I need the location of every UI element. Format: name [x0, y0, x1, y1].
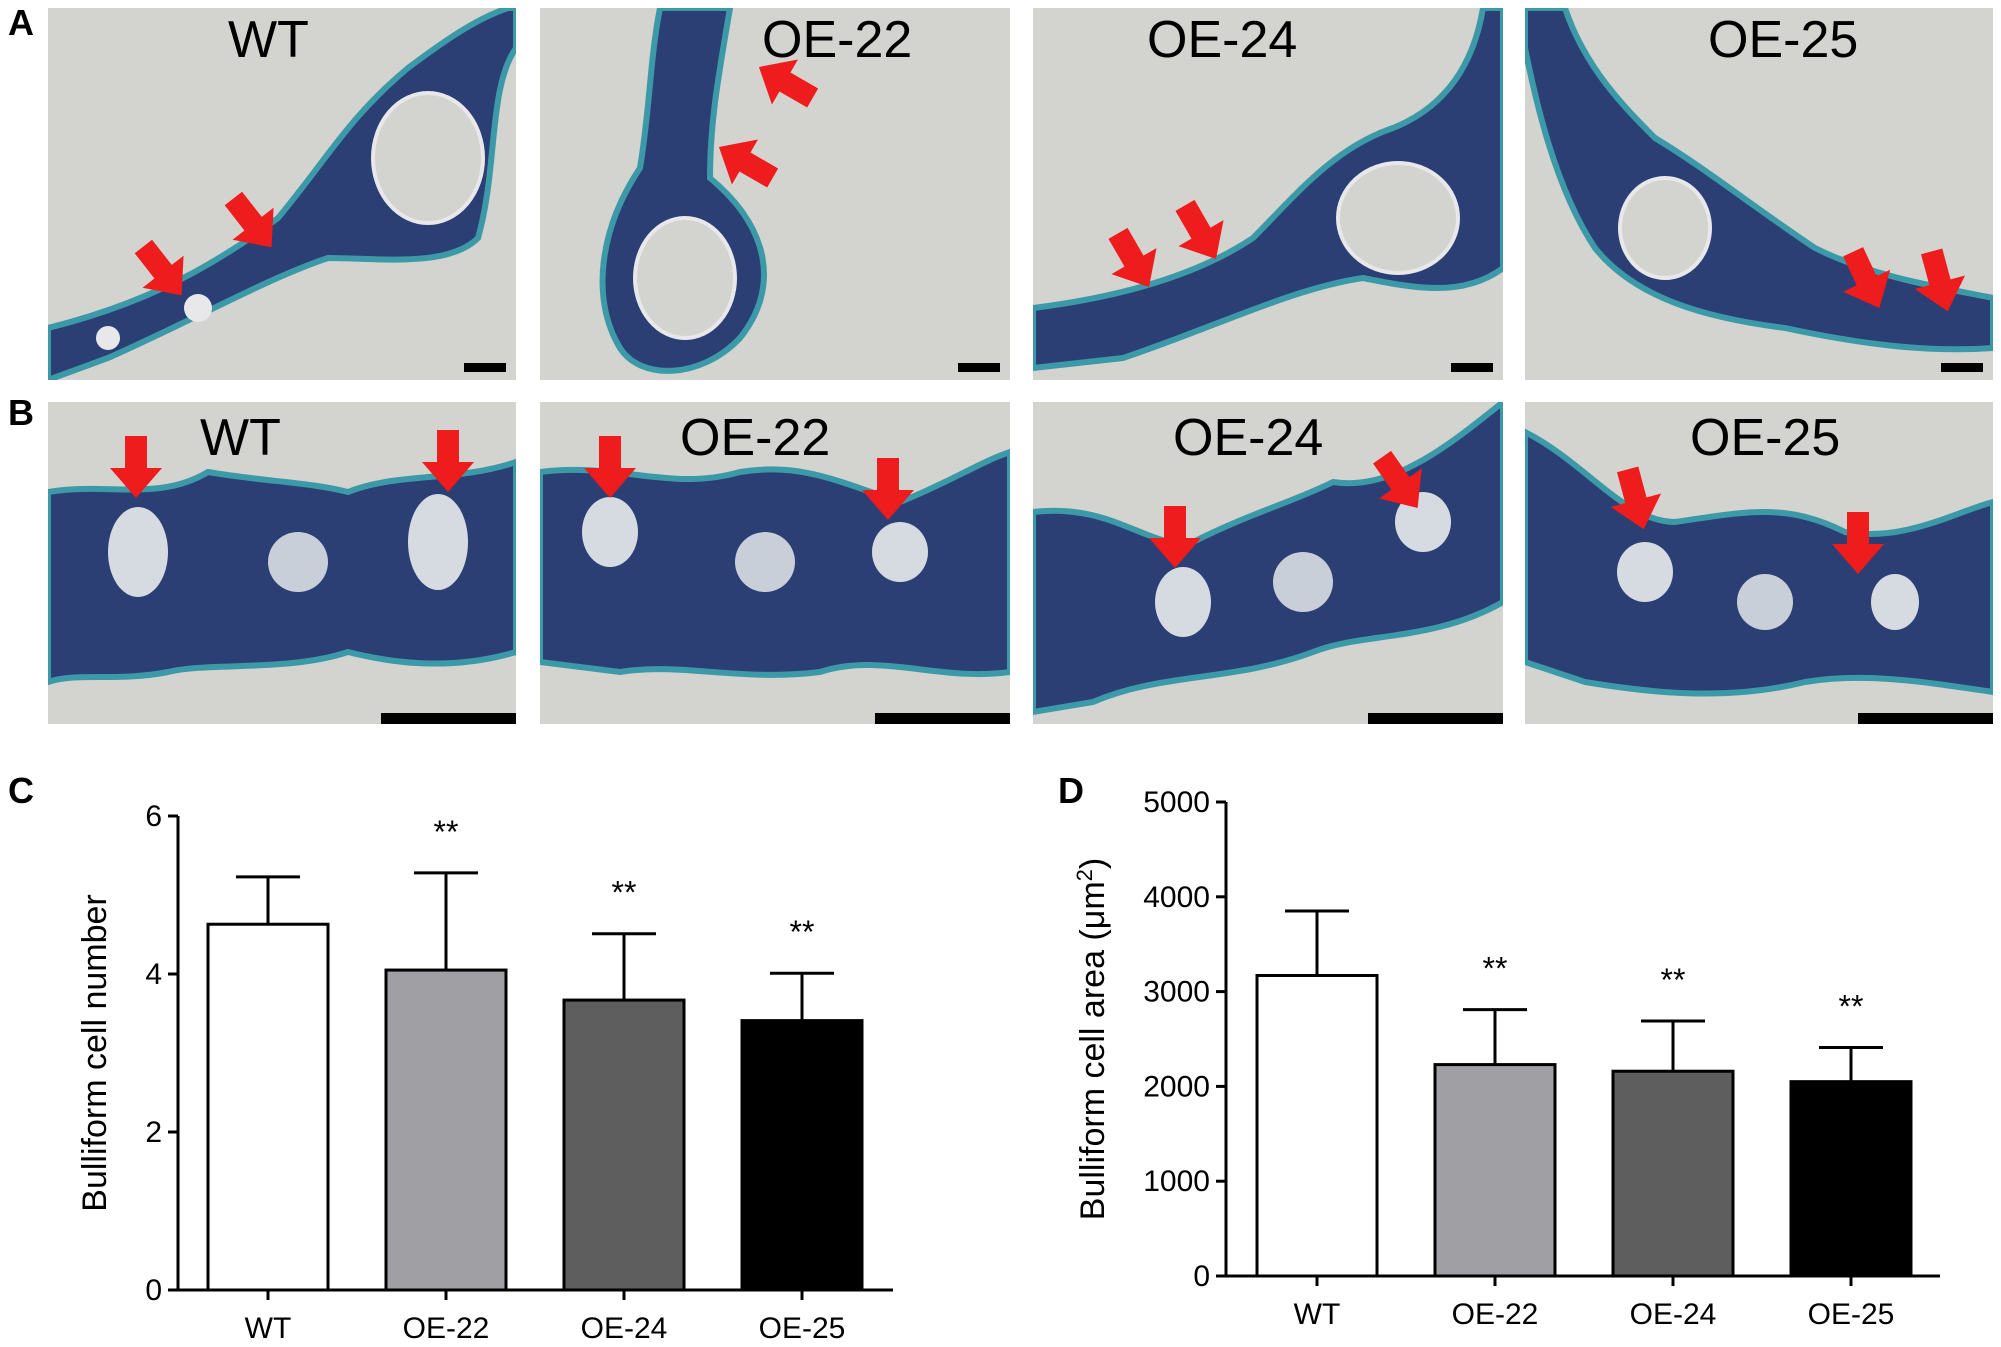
leaf-section-image [599, 8, 767, 374]
y-tick-label: 2 [145, 1116, 162, 1149]
panel-letter-d: D [1058, 770, 1084, 811]
arrow-icon [1149, 506, 1201, 568]
micrograph-a-oe24: OE-24 [1033, 8, 1503, 380]
y-axis-title-superscript: 2 [1072, 869, 1097, 881]
micrograph-b-oe25: OE-25 [1525, 402, 1993, 724]
scale-bar [464, 363, 506, 372]
micrograph-label: OE-25 [1708, 11, 1859, 69]
chart-labels: 0 2 4 6 Bulliform cell number WT OE-22 ** OE-24 *… [76, 800, 845, 1345]
leaf-section-image [1525, 8, 1993, 353]
micrograph-a-oe25: OE-25 [1525, 8, 1993, 380]
micrograph-a-wt: WT [48, 8, 516, 380]
micrograph-label: OE-22 [762, 11, 913, 69]
chart-bulliform-cell-number: 0 2 4 6 Bulliform cell number WT OE-22 ** OE-24 *… [76, 800, 893, 1345]
y-axis-title-end: ) [1074, 858, 1112, 869]
arrow-icon [584, 436, 636, 498]
panel-letter-b: B [8, 392, 34, 433]
arrow-icon [1602, 462, 1669, 536]
bar-oe-24 [562, 998, 686, 1292]
bulliform-arrows-overlay [110, 44, 1973, 574]
bar-oe-22 [1433, 1063, 1557, 1278]
bar-oe-25 [740, 1019, 864, 1292]
leaf-section-image [1525, 428, 1993, 697]
arrow-icon [1360, 442, 1439, 523]
arrow-icon [1832, 512, 1884, 574]
micrograph-label: OE-25 [1690, 409, 1841, 467]
arrow-icon [1829, 240, 1903, 319]
x-tick-label: OE-24 [581, 1312, 668, 1345]
arrow-icon [110, 436, 162, 498]
scale-bar [1368, 713, 1503, 724]
chart-bulliform-cell-area: 0 1000 2000 3000 4000 5000 Bulliform cell area… [1072, 786, 1940, 1331]
x-tick-label: OE-22 [1452, 1298, 1539, 1331]
arrow-icon [1906, 244, 1973, 318]
x-tick-label: OE-25 [1808, 1298, 1895, 1331]
panel-letter-a: A [8, 2, 34, 43]
panel-letter-c: C [8, 770, 34, 811]
y-tick-label: 3000 [1143, 976, 1210, 1009]
scale-bar [381, 713, 516, 724]
leaf-section-image [48, 458, 516, 686]
arrow-icon [862, 458, 914, 520]
micrograph-label: OE-24 [1173, 409, 1324, 467]
y-tick-label: 5000 [1143, 786, 1210, 819]
significance-label: ** [1661, 962, 1686, 998]
y-axis-title: Bulliform cell area (μm2) [1072, 858, 1113, 1220]
scale-bar [1941, 363, 1983, 372]
y-tick-label: 0 [145, 1274, 162, 1307]
micrograph-label: OE-24 [1147, 11, 1298, 69]
y-tick-label: 6 [145, 800, 162, 833]
x-tick-label: OE-24 [1630, 1298, 1717, 1331]
arrow-icon [1095, 220, 1172, 301]
significance-label: ** [434, 814, 459, 850]
x-tick-label: WT [1294, 1298, 1341, 1331]
arrow-icon [122, 230, 203, 312]
scale-bar [875, 713, 1010, 724]
bar-oe-24 [1611, 1069, 1735, 1278]
y-axis-title: Bulliform cell number [76, 894, 114, 1211]
x-tick-label: OE-22 [403, 1312, 490, 1345]
micrograph-label: OE-22 [680, 409, 831, 467]
scale-bar [1858, 713, 1993, 724]
arrow-icon [422, 430, 474, 492]
bar-wt [206, 922, 330, 1292]
scale-bar [1451, 363, 1493, 372]
y-tick-label: 4000 [1143, 881, 1210, 914]
micrograph-label: WT [228, 11, 309, 69]
arrow-icon [212, 182, 293, 264]
arrow-icon [745, 44, 826, 121]
x-tick-label: OE-25 [759, 1312, 846, 1345]
arrow-icon [705, 124, 786, 201]
significance-label: ** [1839, 989, 1864, 1025]
leaf-section-image [1033, 8, 1503, 372]
arrow-icon [1162, 192, 1239, 273]
x-tick-label: WT [245, 1312, 292, 1345]
y-tick-label: 1000 [1143, 1165, 1210, 1198]
micrograph-label: WT [200, 409, 281, 467]
y-tick-label: 2000 [1143, 1070, 1210, 1103]
significance-label: ** [1483, 951, 1508, 987]
bar-wt [1255, 973, 1379, 1278]
bar-oe-22 [384, 968, 508, 1292]
significance-label: ** [790, 914, 815, 950]
chart-bars [206, 871, 864, 1292]
significance-label: ** [612, 875, 637, 911]
chart-labels: 0 1000 2000 3000 4000 5000 Bulliform cell area… [1072, 786, 1895, 1331]
y-tick-label: 4 [145, 958, 162, 991]
chart-bars [1255, 909, 1913, 1278]
scale-bar [958, 363, 1000, 372]
y-tick-label: 0 [1193, 1260, 1210, 1293]
bar-oe-25 [1789, 1080, 1913, 1278]
